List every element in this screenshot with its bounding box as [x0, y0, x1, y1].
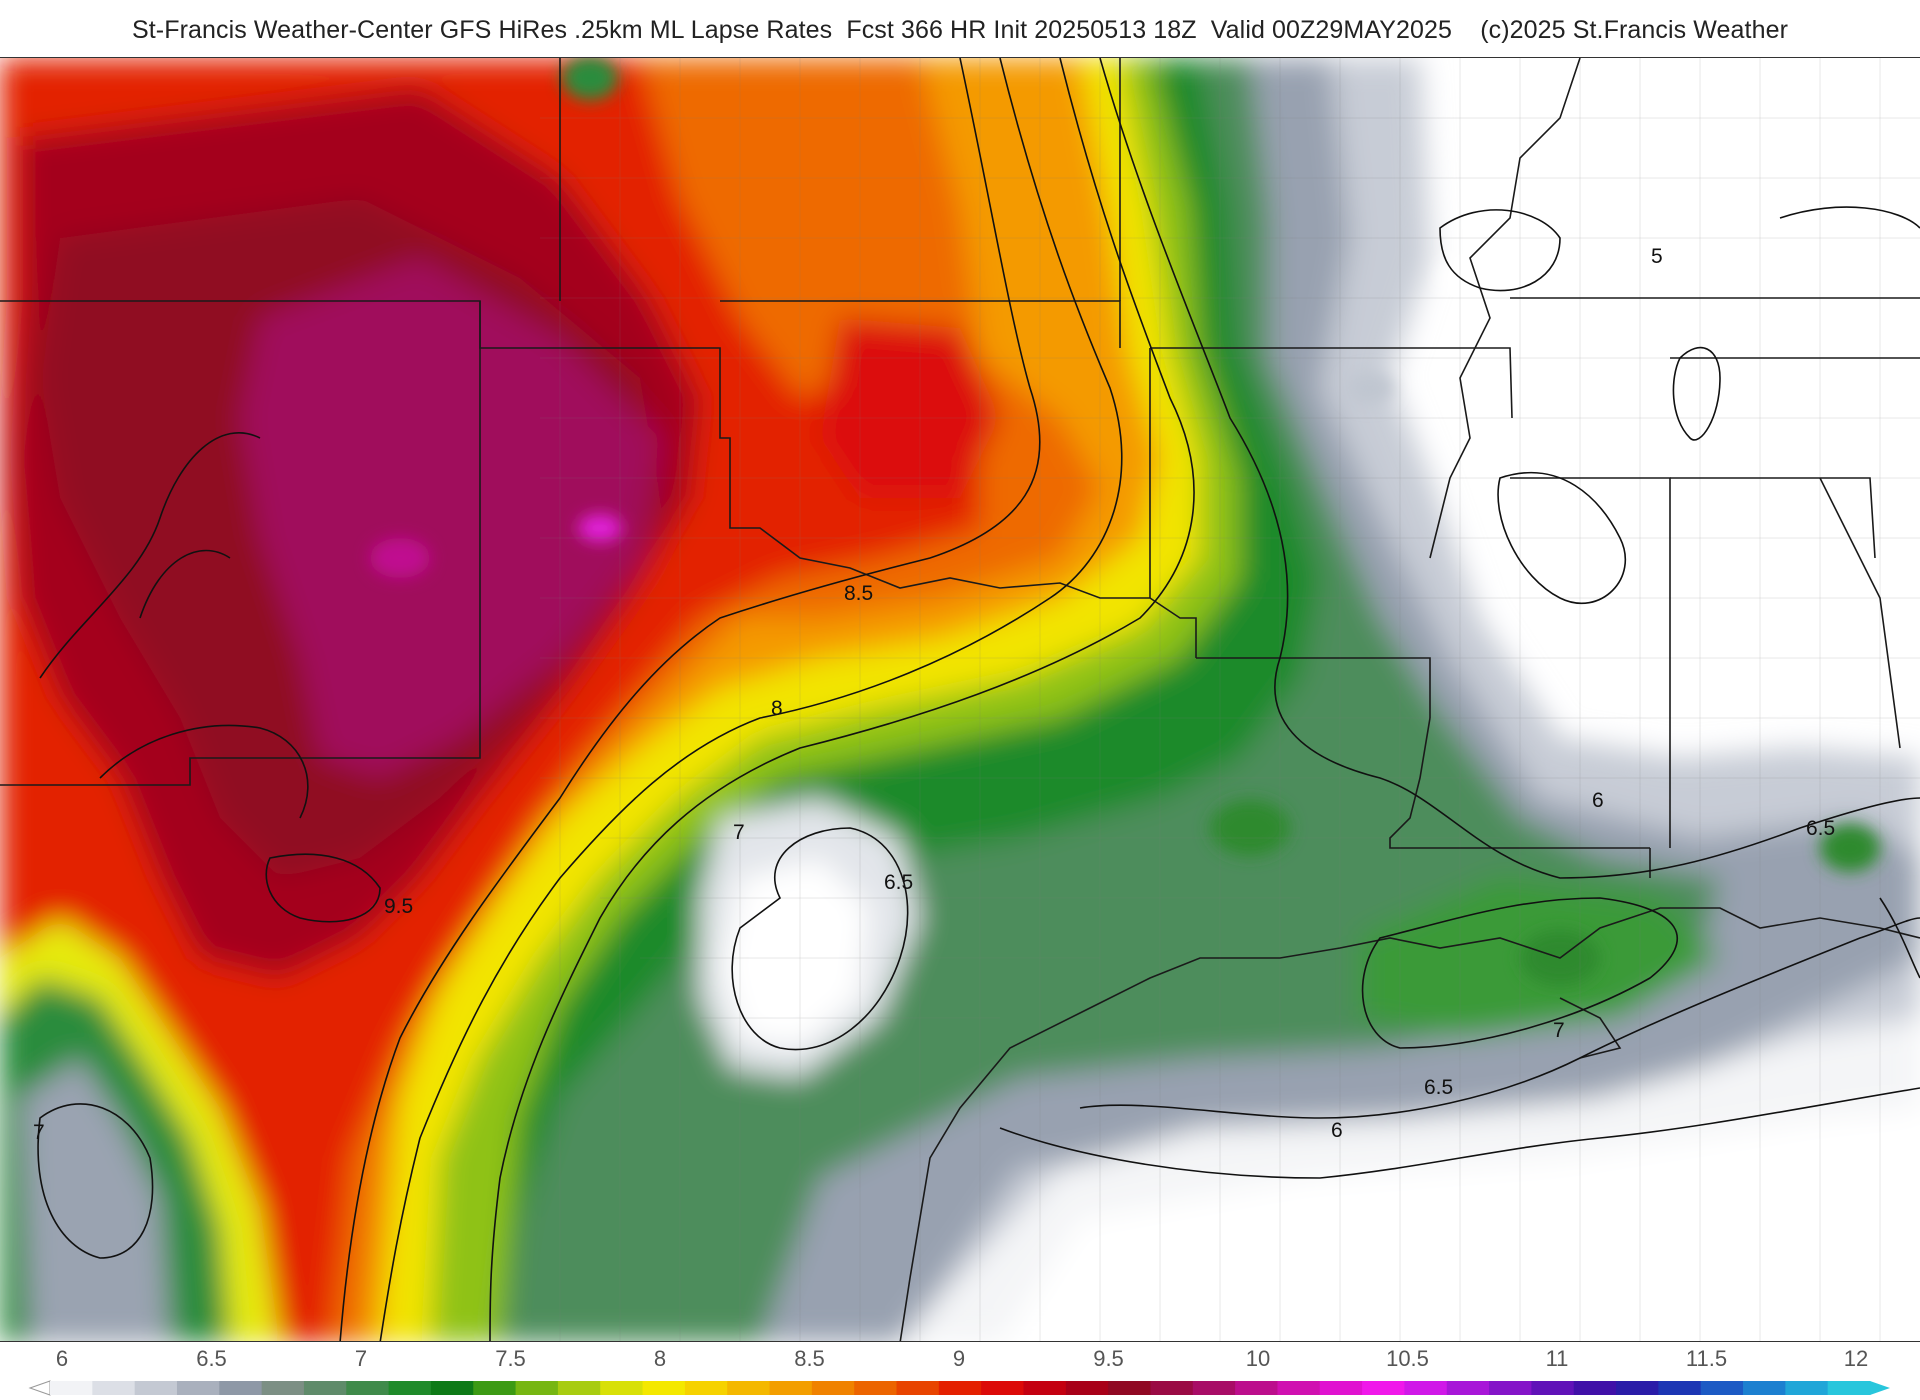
colorbar-min-arrow	[28, 1380, 51, 1396]
colorbar-swatch	[938, 1381, 982, 1395]
map-canvas: 5 6 6 6.5 6.5 6.5 7 7 7 8 8.5 9.5	[0, 58, 1920, 1341]
colorbar-swatch	[1362, 1381, 1405, 1395]
colorbar-swatch	[684, 1381, 728, 1395]
colorbar-swatch	[854, 1381, 898, 1395]
colorbar-swatch	[515, 1381, 559, 1395]
colorbar-swatch	[1827, 1381, 1871, 1395]
colorbar-swatch	[769, 1381, 813, 1395]
contour-label-7-la: 7	[1553, 1019, 1565, 1042]
colorbar-swatch	[1319, 1381, 1363, 1395]
contour-label-8: 8	[771, 697, 783, 720]
colorbar-swatch	[1700, 1381, 1744, 1395]
contour-6-5-tx	[731, 827, 909, 1051]
colorbar-swatch	[50, 1381, 93, 1395]
colorbar-swatch	[303, 1381, 347, 1395]
scale-tick-11-5: 11.5	[1685, 1346, 1728, 1371]
colorbar-swatch	[1446, 1381, 1490, 1395]
contour-label-5: 5	[1651, 245, 1663, 268]
colorbar-swatch	[1108, 1381, 1151, 1395]
contour-8	[379, 58, 1123, 1341]
contours	[37, 58, 1920, 1341]
contour-6-east	[1099, 58, 1920, 879]
colorbar-swatch	[600, 1381, 644, 1395]
colorbar-swatch	[1489, 1381, 1532, 1395]
colorbar-swatch	[346, 1381, 390, 1395]
colorbar-swatch	[642, 1381, 686, 1395]
scale-tick-6: 6	[55, 1346, 69, 1371]
contour-6-gulf	[999, 1087, 1920, 1179]
colorbar-swatch	[176, 1381, 220, 1395]
contour-5	[1439, 209, 1561, 292]
scale-tick-7-5: 7.5	[495, 1346, 526, 1371]
contour-label-6-5-east: 6.5	[1806, 817, 1835, 840]
contour-label-6-5-tx: 6.5	[884, 871, 913, 894]
contour-label-9-5: 9.5	[384, 895, 413, 918]
colorbar-swatch	[727, 1381, 771, 1395]
colorbar-swatch	[1658, 1381, 1702, 1395]
field-detail	[370, 58, 1880, 986]
colorbar-swatch	[1150, 1381, 1194, 1395]
contour-7-la	[1361, 897, 1679, 1049]
scale-tick-8-5: 8.5	[794, 1346, 825, 1371]
map-title: St-Francis Weather-Center GFS HiRes .25k…	[131, 16, 1789, 44]
colorbar-swatch	[811, 1381, 855, 1395]
colorbar-swatch	[261, 1381, 305, 1395]
scale-tick-12: 12	[1843, 1346, 1869, 1371]
scale-tick-9: 9	[952, 1346, 966, 1371]
colorbar-max-arrow	[1870, 1381, 1890, 1395]
colorbar-swatch	[388, 1381, 432, 1395]
scale-tick-10: 10	[1245, 1346, 1271, 1371]
contour-label-6-east: 6	[1592, 789, 1604, 812]
colorbar-swatch	[430, 1381, 474, 1395]
colorbar-swatch	[1531, 1381, 1575, 1395]
colorbar-swatch	[1277, 1381, 1321, 1395]
scale-tick-6-5: 6.5	[196, 1346, 227, 1371]
scale-tick-10-5: 10.5	[1386, 1346, 1429, 1371]
shaded-field	[0, 58, 1920, 1341]
colorbar-swatch	[1616, 1381, 1659, 1395]
scale-tick-7: 7	[354, 1346, 368, 1371]
scale-tick-9-5: 9.5	[1093, 1346, 1124, 1371]
contour-labels: 5 6 6 6.5 6.5 6.5 7 7 7 8 8.5 9.5	[33, 245, 1835, 1144]
lapse-rate-map: 5 6 6 6.5 6.5 6.5 7 7 7 8 8.5 9.5	[0, 57, 1920, 1342]
color-scale: 6 6.5 7 7.5 8 8.5 9 9.5 10 10.5 11 11.5 12	[0, 1342, 1920, 1400]
colorbar-swatch	[92, 1381, 136, 1395]
contour-8-5	[339, 58, 1041, 1341]
colorbar	[28, 1380, 1890, 1396]
colorbar-swatch	[896, 1381, 940, 1395]
contour-6-5-gulf	[1079, 917, 1920, 1119]
colorbar-swatch	[134, 1381, 178, 1395]
contour-label-7-tx: 7	[733, 821, 745, 844]
colorbar-swatch	[1235, 1381, 1278, 1395]
colorbar-swatch	[1023, 1381, 1067, 1395]
contour-7	[489, 58, 1195, 1341]
colorbar-swatch	[1192, 1381, 1236, 1395]
scale-tick-11: 11	[1545, 1346, 1569, 1371]
colorbar-swatch	[1743, 1381, 1786, 1395]
colorbar-swatch	[1785, 1381, 1829, 1395]
colorbar-swatch	[473, 1381, 517, 1395]
contour-label-6-5-gulf: 6.5	[1424, 1076, 1453, 1099]
contour-label-7-west: 7	[33, 1121, 45, 1144]
colorbar-swatch	[1404, 1381, 1448, 1395]
colorbar-swatch	[557, 1381, 601, 1395]
colorbar-swatch	[981, 1381, 1024, 1395]
contour-label-8-5: 8.5	[844, 582, 873, 605]
coastline	[899, 907, 1920, 1341]
title-bar: St-Francis Weather-Center GFS HiRes .25k…	[0, 0, 1920, 57]
colorbar-swatch	[1065, 1381, 1109, 1395]
colorbar-swatch	[1573, 1381, 1617, 1395]
contour-9-5	[265, 853, 381, 923]
colorbar-swatch	[219, 1381, 263, 1395]
contour-label-6-gulf: 6	[1331, 1119, 1343, 1142]
contour-7-west	[37, 1103, 154, 1259]
scale-tick-8: 8	[653, 1346, 667, 1371]
